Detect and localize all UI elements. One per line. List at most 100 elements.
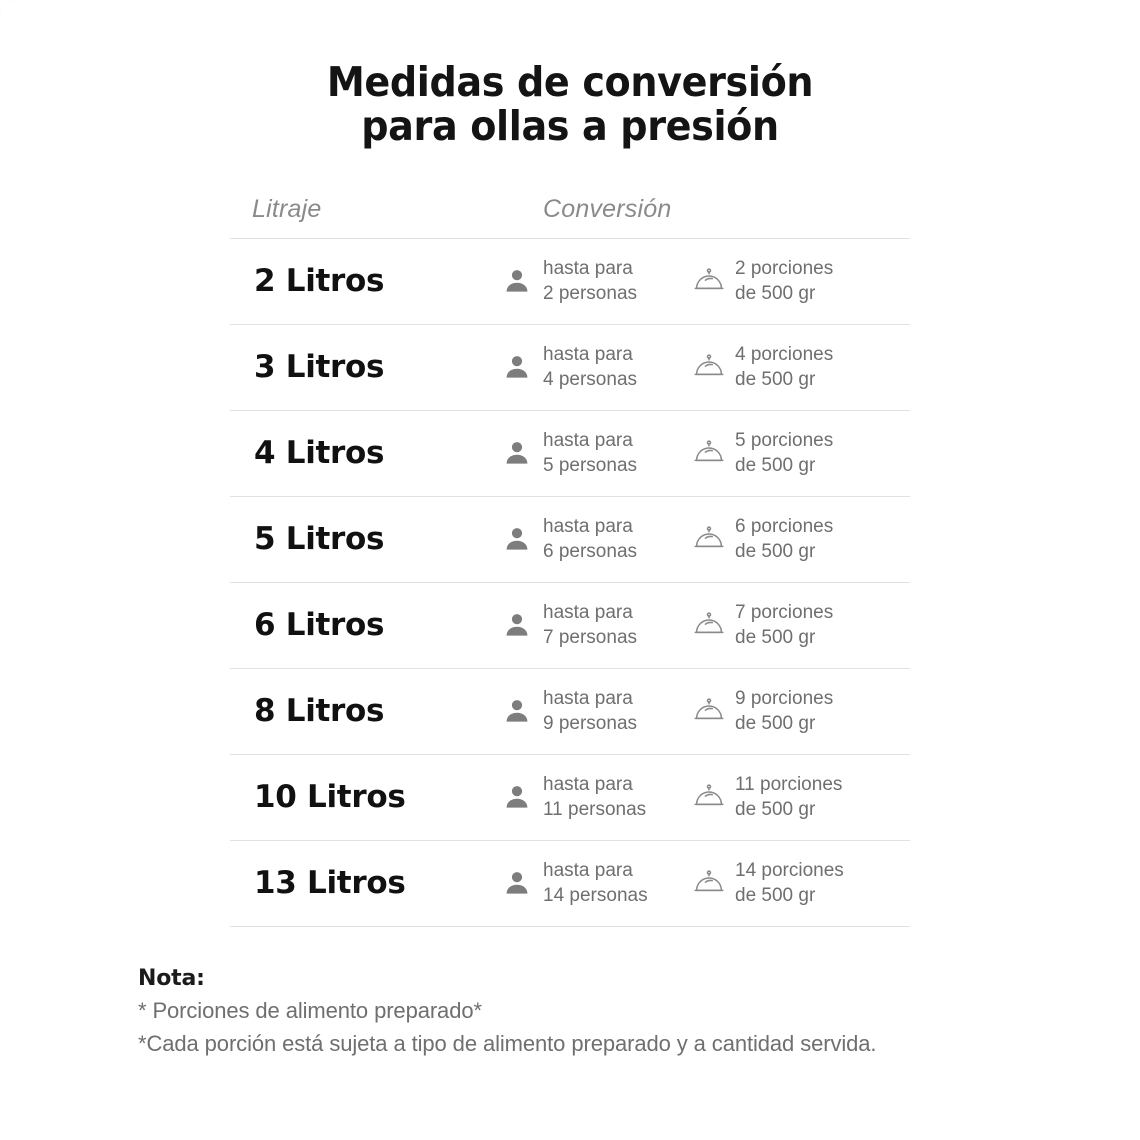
column-header-litraje: Litraje bbox=[252, 194, 322, 223]
people-line-2: 11 personas bbox=[543, 799, 647, 821]
conversion-people: hasta para 5 personas bbox=[500, 428, 692, 478]
table-row[interactable]: 8 Litros hasta para 9 personas bbox=[230, 669, 910, 754]
portions-line-2: de 500 gr bbox=[735, 627, 816, 649]
table-separator bbox=[230, 925, 910, 927]
conversion-portions-text: 6 porciones de 500 gr bbox=[735, 514, 833, 564]
portions-line-2: de 500 gr bbox=[735, 541, 816, 563]
table-row[interactable]: 4 Litros hasta para 5 personas bbox=[230, 411, 910, 496]
people-line-2: 6 personas bbox=[543, 541, 638, 563]
table-row[interactable]: 6 Litros hasta para 7 personas bbox=[230, 583, 910, 668]
cloche-icon bbox=[692, 866, 726, 900]
people-line-1: hasta para bbox=[543, 601, 633, 623]
card-content: Medidas de conversión para ollas a presi… bbox=[40, 0, 1100, 1056]
cell-litraje: 5 Litros bbox=[254, 521, 385, 558]
conversion-portions: 7 porciones de 500 gr bbox=[692, 600, 892, 650]
conversion-people-text: hasta para 2 personas bbox=[543, 256, 637, 306]
conversion-portions: 11 porciones de 500 gr bbox=[692, 772, 892, 822]
person-icon bbox=[500, 866, 534, 900]
cell-conversion: hasta para 2 personas bbox=[500, 256, 910, 306]
note-line-2: *Cada porción está sujeta a tipo de alim… bbox=[138, 1030, 877, 1056]
person-icon bbox=[500, 436, 534, 470]
conversion-people: hasta para 11 personas bbox=[500, 772, 692, 822]
cloche-icon bbox=[692, 522, 726, 556]
table-row[interactable]: 10 Litros hasta para 11 personas bbox=[230, 755, 910, 840]
portions-line-2: de 500 gr bbox=[735, 455, 816, 477]
cell-conversion: hasta para 6 personas bbox=[500, 514, 910, 564]
cell-litraje: 13 Litros bbox=[254, 865, 406, 902]
conversion-people: hasta para 2 personas bbox=[500, 256, 692, 306]
conversion-people: hasta para 14 personas bbox=[500, 858, 692, 908]
page-title: Medidas de conversión para ollas a presi… bbox=[40, 0, 1100, 149]
conversion-portions: 9 porciones de 500 gr bbox=[692, 686, 892, 736]
conversion-portions-text: 4 porciones de 500 gr bbox=[735, 342, 833, 392]
page-title-line-2: para ollas a presión bbox=[361, 102, 779, 151]
people-line-2: 5 personas bbox=[543, 455, 638, 477]
cloche-icon bbox=[692, 694, 726, 728]
column-header-conversion: Conversión bbox=[543, 194, 672, 223]
portions-line-1: 2 porciones bbox=[735, 257, 834, 279]
portions-line-1: 7 porciones bbox=[735, 601, 834, 623]
conversion-people-text: hasta para 5 personas bbox=[543, 428, 637, 478]
conversion-portions-text: 5 porciones de 500 gr bbox=[735, 428, 833, 478]
conversion-portions: 5 porciones de 500 gr bbox=[692, 428, 892, 478]
people-line-1: hasta para bbox=[543, 515, 633, 537]
conversion-portions-text: 9 porciones de 500 gr bbox=[735, 686, 833, 736]
note-title: Nota: bbox=[138, 965, 205, 991]
person-icon bbox=[500, 350, 534, 384]
note-line-1: * Porciones de alimento preparado* bbox=[138, 998, 482, 1024]
portions-line-2: de 500 gr bbox=[735, 283, 816, 305]
cell-litraje: 2 Litros bbox=[254, 263, 385, 300]
portions-line-2: de 500 gr bbox=[735, 799, 816, 821]
person-icon bbox=[500, 522, 534, 556]
table-separator bbox=[230, 581, 910, 583]
people-line-2: 7 personas bbox=[543, 627, 638, 649]
conversion-portions-text: 14 porciones de 500 gr bbox=[735, 858, 844, 908]
cell-conversion: hasta para 14 personas bbox=[500, 858, 910, 908]
conversion-table: Litraje Conversión 2 Litros bbox=[230, 195, 910, 927]
conversion-people-text: hasta para 4 personas bbox=[543, 342, 637, 392]
people-line-1: hasta para bbox=[543, 687, 633, 709]
cloche-icon bbox=[692, 264, 726, 298]
person-icon bbox=[500, 694, 534, 728]
people-line-1: hasta para bbox=[543, 343, 633, 365]
portions-line-1: 5 porciones bbox=[735, 429, 834, 451]
page-title-line-1: Medidas de conversión bbox=[326, 58, 814, 106]
conversion-people: hasta para 6 personas bbox=[500, 514, 692, 564]
conversion-portions-text: 7 porciones de 500 gr bbox=[735, 600, 833, 650]
cell-litraje: 8 Litros bbox=[254, 693, 385, 730]
conversion-portions: 14 porciones de 500 gr bbox=[692, 858, 892, 908]
people-line-2: 9 personas bbox=[543, 713, 638, 735]
table-separator bbox=[230, 409, 910, 411]
table-separator bbox=[230, 323, 910, 325]
conversion-portions: 6 porciones de 500 gr bbox=[692, 514, 892, 564]
portions-line-2: de 500 gr bbox=[735, 885, 816, 907]
portions-line-1: 11 porciones bbox=[735, 773, 843, 795]
table-separator bbox=[230, 495, 910, 497]
conversion-portions: 4 porciones de 500 gr bbox=[692, 342, 892, 392]
conversion-people-text: hasta para 7 personas bbox=[543, 600, 637, 650]
person-icon bbox=[500, 264, 534, 298]
conversion-people-text: hasta para 6 personas bbox=[543, 514, 637, 564]
cell-litraje: 6 Litros bbox=[254, 607, 385, 644]
table-separator bbox=[230, 237, 910, 239]
portions-line-1: 14 porciones bbox=[735, 859, 844, 881]
table-separator bbox=[230, 753, 910, 755]
table-row[interactable]: 5 Litros hasta para 6 personas bbox=[230, 497, 910, 582]
table-separator bbox=[230, 667, 910, 669]
table-separator bbox=[230, 839, 910, 841]
people-line-1: hasta para bbox=[543, 773, 633, 795]
conversion-portions: 2 porciones de 500 gr bbox=[692, 256, 892, 306]
cell-conversion: hasta para 4 personas bbox=[500, 342, 910, 392]
portions-line-1: 4 porciones bbox=[735, 343, 834, 365]
cell-litraje: 4 Litros bbox=[254, 435, 385, 472]
cell-litraje: 10 Litros bbox=[254, 779, 406, 816]
table-header-row: Litraje Conversión bbox=[230, 195, 910, 238]
corner-mask bbox=[0, 0, 26, 26]
table-row[interactable]: 2 Litros hasta para 2 personas bbox=[230, 239, 910, 324]
table-row[interactable]: 3 Litros hasta para 4 personas bbox=[230, 325, 910, 410]
conversion-people-text: hasta para 14 personas bbox=[543, 858, 648, 908]
people-line-2: 2 personas bbox=[543, 283, 638, 305]
table-row[interactable]: 13 Litros hasta para 14 personas bbox=[230, 841, 910, 926]
cell-litraje: 3 Litros bbox=[254, 349, 385, 386]
people-line-1: hasta para bbox=[543, 429, 633, 451]
